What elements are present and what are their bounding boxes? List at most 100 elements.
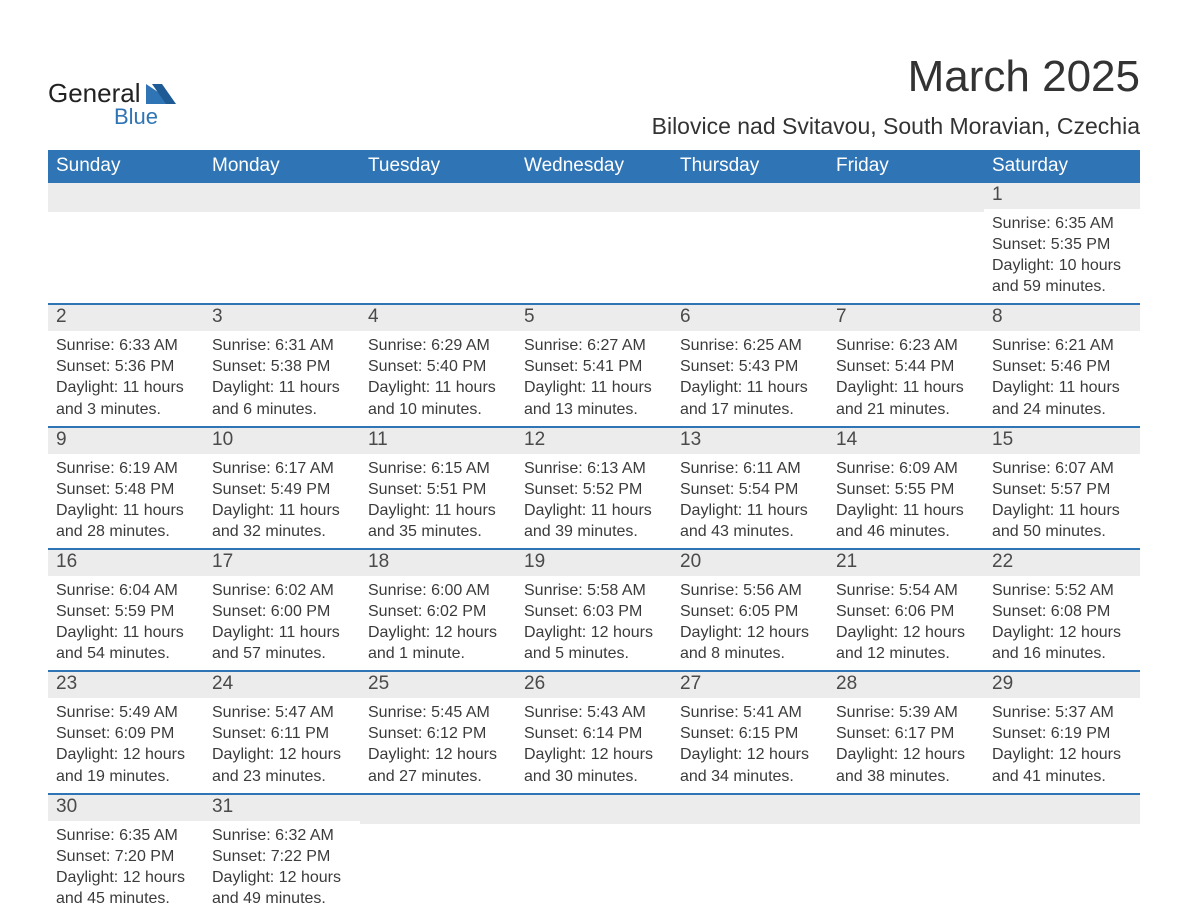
day-day2: and 57 minutes. <box>212 643 354 664</box>
day-sunrise: Sunrise: 5:39 AM <box>836 702 978 723</box>
col-monday: Monday <box>204 150 360 183</box>
day-number <box>516 183 672 212</box>
day-number: 21 <box>828 550 984 576</box>
day-body: Sunrise: 5:58 AMSunset: 6:03 PMDaylight:… <box>516 576 672 670</box>
day-sunrise: Sunrise: 6:33 AM <box>56 335 198 356</box>
day-body: Sunrise: 6:17 AMSunset: 5:49 PMDaylight:… <box>204 454 360 548</box>
day-day2: and 3 minutes. <box>56 399 198 420</box>
day-sunrise: Sunrise: 5:37 AM <box>992 702 1134 723</box>
day-sunset: Sunset: 6:08 PM <box>992 601 1134 622</box>
day-body: Sunrise: 6:33 AMSunset: 5:36 PMDaylight:… <box>48 331 204 425</box>
day-sunrise: Sunrise: 5:54 AM <box>836 580 978 601</box>
day-day2: and 17 minutes. <box>680 399 822 420</box>
day-number: 4 <box>360 305 516 331</box>
day-body: Sunrise: 5:47 AMSunset: 6:11 PMDaylight:… <box>204 698 360 792</box>
day-day2: and 39 minutes. <box>524 521 666 542</box>
day-number: 16 <box>48 550 204 576</box>
day-body: Sunrise: 6:25 AMSunset: 5:43 PMDaylight:… <box>672 331 828 425</box>
page: General Blue March 2025 Bilovice nad Svi… <box>0 0 1188 918</box>
day-body <box>516 824 672 904</box>
calendar-cell: 16Sunrise: 6:04 AMSunset: 5:59 PMDayligh… <box>48 550 204 670</box>
day-number <box>672 795 828 824</box>
day-sunrise: Sunrise: 5:56 AM <box>680 580 822 601</box>
day-body <box>672 212 828 292</box>
day-sunset: Sunset: 6:19 PM <box>992 723 1134 744</box>
day-day1: Daylight: 12 hours <box>836 744 978 765</box>
calendar-week: 1Sunrise: 6:35 AMSunset: 5:35 PMDaylight… <box>48 183 1140 303</box>
day-day2: and 1 minute. <box>368 643 510 664</box>
day-number <box>516 795 672 824</box>
day-number: 30 <box>48 795 204 821</box>
day-sunset: Sunset: 5:44 PM <box>836 356 978 377</box>
day-day2: and 24 minutes. <box>992 399 1134 420</box>
day-sunrise: Sunrise: 5:45 AM <box>368 702 510 723</box>
calendar-cell: 17Sunrise: 6:02 AMSunset: 6:00 PMDayligh… <box>204 550 360 670</box>
day-day1: Daylight: 12 hours <box>836 622 978 643</box>
logo-text-bottom: Blue <box>114 104 158 129</box>
calendar-cell <box>48 183 204 303</box>
day-sunset: Sunset: 5:48 PM <box>56 479 198 500</box>
day-day2: and 12 minutes. <box>836 643 978 664</box>
day-body: Sunrise: 6:00 AMSunset: 6:02 PMDaylight:… <box>360 576 516 670</box>
day-body: Sunrise: 6:02 AMSunset: 6:00 PMDaylight:… <box>204 576 360 670</box>
calendar-cell: 13Sunrise: 6:11 AMSunset: 5:54 PMDayligh… <box>672 428 828 548</box>
day-day2: and 21 minutes. <box>836 399 978 420</box>
calendar-cell: 31Sunrise: 6:32 AMSunset: 7:22 PMDayligh… <box>204 795 360 915</box>
day-number: 27 <box>672 672 828 698</box>
calendar-cell: 21Sunrise: 5:54 AMSunset: 6:06 PMDayligh… <box>828 550 984 670</box>
location-text: Bilovice nad Svitavou, South Moravian, C… <box>652 113 1140 140</box>
day-sunrise: Sunrise: 6:09 AM <box>836 458 978 479</box>
day-number: 2 <box>48 305 204 331</box>
day-day2: and 34 minutes. <box>680 766 822 787</box>
day-number: 18 <box>360 550 516 576</box>
day-day1: Daylight: 12 hours <box>992 622 1134 643</box>
day-sunrise: Sunrise: 6:19 AM <box>56 458 198 479</box>
calendar-cell: 19Sunrise: 5:58 AMSunset: 6:03 PMDayligh… <box>516 550 672 670</box>
header: General Blue March 2025 Bilovice nad Svi… <box>48 55 1140 140</box>
day-sunset: Sunset: 7:22 PM <box>212 846 354 867</box>
day-day1: Daylight: 11 hours <box>368 377 510 398</box>
day-sunrise: Sunrise: 6:29 AM <box>368 335 510 356</box>
day-day1: Daylight: 11 hours <box>524 500 666 521</box>
day-body <box>360 212 516 292</box>
day-day2: and 27 minutes. <box>368 766 510 787</box>
calendar-cell: 28Sunrise: 5:39 AMSunset: 6:17 PMDayligh… <box>828 672 984 792</box>
day-number: 19 <box>516 550 672 576</box>
day-day2: and 10 minutes. <box>368 399 510 420</box>
day-body: Sunrise: 5:56 AMSunset: 6:05 PMDaylight:… <box>672 576 828 670</box>
calendar-week: 16Sunrise: 6:04 AMSunset: 5:59 PMDayligh… <box>48 550 1140 670</box>
day-day1: Daylight: 11 hours <box>212 377 354 398</box>
day-sunset: Sunset: 6:09 PM <box>56 723 198 744</box>
calendar-cell: 30Sunrise: 6:35 AMSunset: 7:20 PMDayligh… <box>48 795 204 915</box>
day-body <box>672 824 828 904</box>
day-sunset: Sunset: 5:54 PM <box>680 479 822 500</box>
day-body: Sunrise: 5:43 AMSunset: 6:14 PMDaylight:… <box>516 698 672 792</box>
day-day2: and 19 minutes. <box>56 766 198 787</box>
day-number <box>984 795 1140 824</box>
day-body <box>828 212 984 292</box>
day-sunset: Sunset: 6:14 PM <box>524 723 666 744</box>
day-sunrise: Sunrise: 5:49 AM <box>56 702 198 723</box>
day-body: Sunrise: 5:37 AMSunset: 6:19 PMDaylight:… <box>984 698 1140 792</box>
calendar-cell: 3Sunrise: 6:31 AMSunset: 5:38 PMDaylight… <box>204 305 360 425</box>
calendar-cell <box>360 183 516 303</box>
day-sunset: Sunset: 6:17 PM <box>836 723 978 744</box>
day-day1: Daylight: 12 hours <box>992 744 1134 765</box>
day-body: Sunrise: 6:29 AMSunset: 5:40 PMDaylight:… <box>360 331 516 425</box>
col-thursday: Thursday <box>672 150 828 183</box>
calendar-body: 1Sunrise: 6:35 AMSunset: 5:35 PMDaylight… <box>48 183 1140 915</box>
day-sunrise: Sunrise: 6:31 AM <box>212 335 354 356</box>
day-number <box>360 795 516 824</box>
day-sunset: Sunset: 5:40 PM <box>368 356 510 377</box>
day-number <box>672 183 828 212</box>
day-number <box>828 795 984 824</box>
day-sunset: Sunset: 5:43 PM <box>680 356 822 377</box>
day-day2: and 59 minutes. <box>992 276 1134 297</box>
calendar-cell <box>672 183 828 303</box>
day-sunrise: Sunrise: 5:47 AM <box>212 702 354 723</box>
calendar-cell: 24Sunrise: 5:47 AMSunset: 6:11 PMDayligh… <box>204 672 360 792</box>
day-sunrise: Sunrise: 6:35 AM <box>56 825 198 846</box>
day-sunset: Sunset: 5:46 PM <box>992 356 1134 377</box>
day-body: Sunrise: 6:35 AMSunset: 5:35 PMDaylight:… <box>984 209 1140 303</box>
day-day1: Daylight: 12 hours <box>212 867 354 888</box>
